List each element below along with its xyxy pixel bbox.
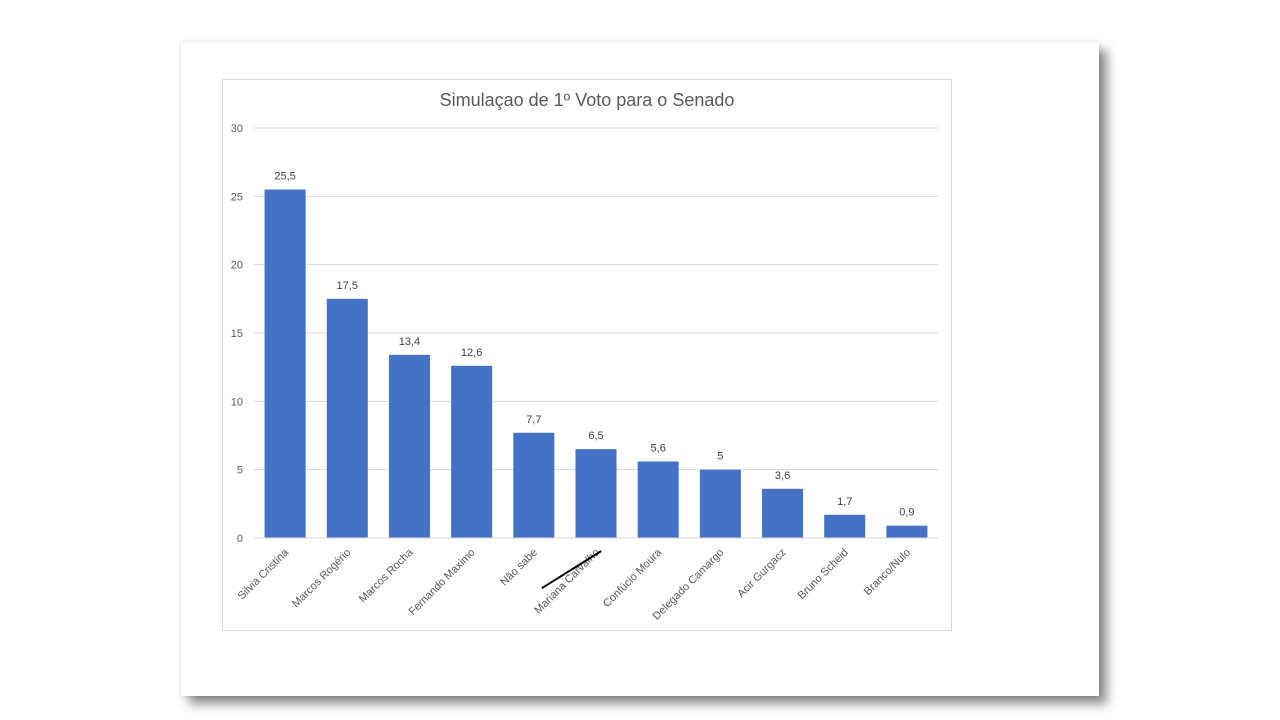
bar <box>388 354 430 538</box>
data-label: 1,7 <box>837 496 852 508</box>
y-tick-label: 25 <box>231 191 243 203</box>
x-tick-label: Marcos Rocha <box>357 546 416 605</box>
x-tick-label: Marcos Rogério <box>290 547 353 610</box>
bar <box>699 469 741 538</box>
data-label: 12,6 <box>461 347 482 359</box>
y-tick-label: 15 <box>231 328 243 340</box>
bar <box>762 488 804 538</box>
y-tick-label: 5 <box>237 465 243 477</box>
x-tick-label: Confúcio Moura <box>601 546 665 610</box>
x-tick-label: Acir Gurgacz <box>735 547 788 600</box>
bar <box>575 449 617 538</box>
bar <box>824 514 866 538</box>
data-label: 5 <box>717 451 723 463</box>
x-tick-label: Branco/Nulo <box>862 547 913 598</box>
x-tick-label: Silvia Cristina <box>236 546 292 602</box>
y-tick-label: 10 <box>231 396 243 408</box>
bar <box>513 432 555 538</box>
bar <box>264 189 306 538</box>
data-label: 6,5 <box>588 430 603 442</box>
bar <box>326 298 368 538</box>
data-label: 25,5 <box>274 171 295 183</box>
bar <box>886 525 928 538</box>
x-tick-label: Fernando Maximo <box>407 547 478 618</box>
x-tick-label: Delegado Camargo <box>651 547 727 623</box>
bar <box>637 461 679 538</box>
y-tick-label: 20 <box>231 260 243 272</box>
strikethrough-line <box>541 550 602 590</box>
data-label: 5,6 <box>651 442 666 454</box>
data-label: 3,6 <box>775 470 790 482</box>
x-tick-label: Bruno Scheid <box>796 547 851 602</box>
y-tick-label: 30 <box>231 123 243 135</box>
data-label: 0,9 <box>899 507 914 519</box>
data-label: 17,5 <box>337 280 358 292</box>
data-label: 13,4 <box>399 336 420 348</box>
chart-title: Simulaçao de 1º Voto para o Senado <box>439 90 735 110</box>
x-tick-label: Não sabe <box>498 547 540 589</box>
y-tick-label: 0 <box>237 533 243 545</box>
data-label: 7,7 <box>526 414 541 426</box>
bar <box>451 365 493 538</box>
